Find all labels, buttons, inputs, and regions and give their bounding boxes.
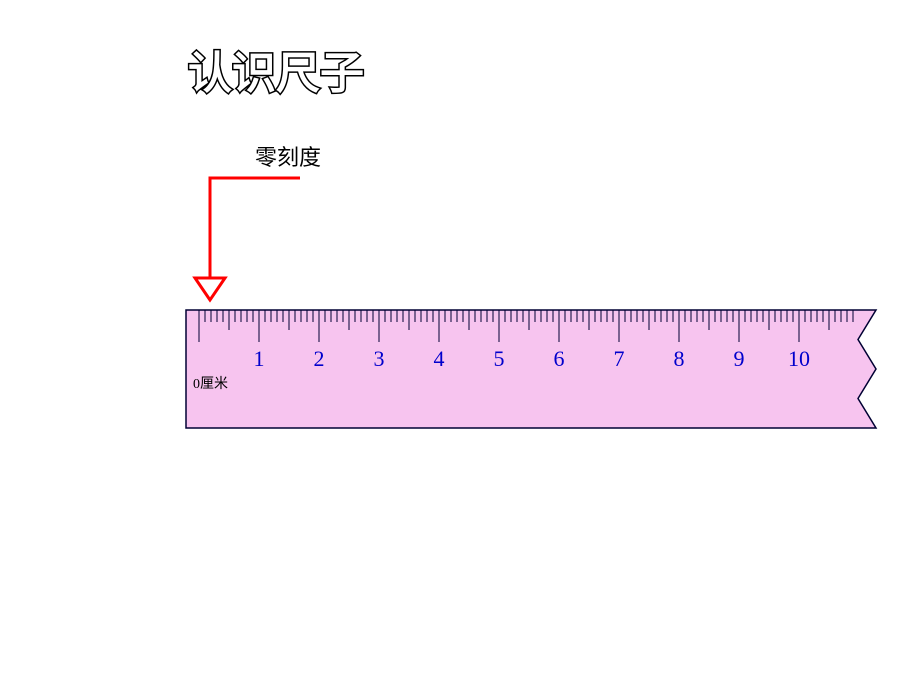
zero-mark-label: 零刻度 <box>255 145 321 170</box>
ruler-number: 8 <box>674 346 685 371</box>
ruler-number: 3 <box>374 346 385 371</box>
ruler-diagram: 认识尺子 零刻度 0厘米 1 2 3 4 5 6 7 8 9 10 <box>0 0 920 690</box>
ruler-number: 9 <box>734 346 745 371</box>
ruler-number: 5 <box>494 346 505 371</box>
ruler-number: 10 <box>788 346 810 371</box>
ruler-zero-label: 0厘米 <box>193 376 228 392</box>
ruler: 0厘米 1 2 3 4 5 6 7 8 9 10 <box>186 310 876 428</box>
ruler-number: 4 <box>434 346 445 371</box>
ruler-number: 2 <box>314 346 325 371</box>
ruler-number: 7 <box>614 346 625 371</box>
page-title: 认识尺子 <box>188 49 364 98</box>
ruler-number: 1 <box>254 346 265 371</box>
ruler-number: 6 <box>554 346 565 371</box>
